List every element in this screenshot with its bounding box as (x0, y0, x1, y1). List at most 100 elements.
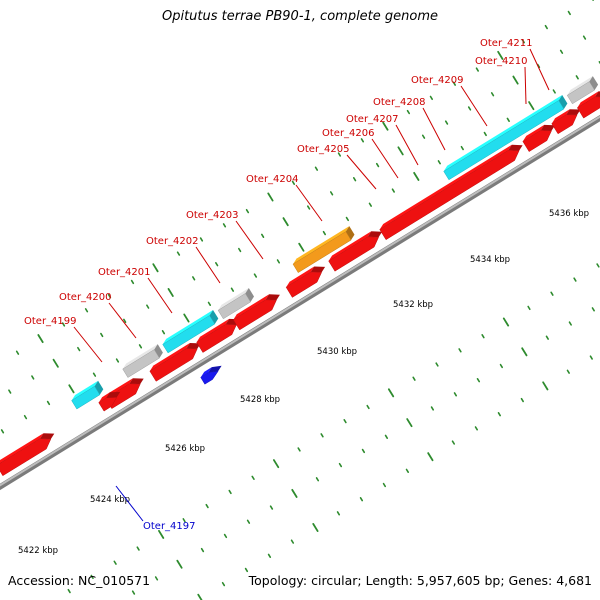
tick-mark (430, 406, 435, 411)
forward-gene-arrow (328, 231, 383, 272)
tick-mark (238, 247, 242, 253)
gene-label: Oter_4210 (475, 56, 528, 67)
gene-block-top (149, 343, 190, 372)
tick-mark (221, 581, 226, 587)
tick-mark (246, 519, 251, 524)
tick-mark (387, 388, 395, 398)
gene-block-side (106, 391, 121, 398)
tick-mark (568, 321, 572, 326)
tick-mark (146, 304, 150, 309)
gene-label-leader (147, 277, 173, 314)
tick-mark (452, 81, 456, 86)
gene-block-side (589, 76, 599, 91)
tick-mark (46, 400, 51, 406)
gene-label-leader (73, 326, 103, 363)
gene-label-leader (108, 302, 137, 339)
genome-backbone-highlight (0, 115, 600, 487)
tick-mark (123, 318, 127, 323)
tick-mark (37, 334, 44, 344)
tick-mark (176, 251, 181, 256)
gene-block-front (232, 299, 277, 331)
forward-gene-arrow (149, 343, 201, 382)
tick-mark (15, 350, 20, 355)
tick-mark (405, 468, 410, 474)
tick-mark (107, 293, 112, 299)
forward-gene-arrow (551, 109, 581, 135)
tick-mark (382, 482, 387, 488)
gene-label: Oter_4202 (146, 236, 199, 247)
tick-mark (444, 120, 449, 125)
tick-mark (521, 347, 528, 357)
scale-label: 5428 kbp (240, 395, 280, 405)
tick-mark (429, 95, 434, 101)
tick-mark (427, 452, 434, 462)
tick-mark (384, 434, 389, 439)
gene-block-side (245, 288, 254, 302)
tick-mark (113, 560, 117, 565)
gene-block-side (310, 266, 326, 273)
forward-gene-arrow (0, 433, 55, 477)
tick-mark (68, 384, 75, 394)
tick-mark (435, 362, 439, 367)
tick-mark (115, 358, 120, 363)
gene-block-front (551, 114, 578, 135)
gene-block-top (0, 433, 44, 464)
gene-block-front (200, 370, 219, 385)
tick-mark (199, 237, 204, 242)
annotated-gene-block (162, 310, 219, 354)
gene-block-side (94, 380, 104, 395)
forward-gene-arrow (379, 144, 523, 241)
tick-mark (451, 440, 456, 445)
forward-gene-arrow (285, 266, 326, 298)
tick-mark (453, 392, 458, 397)
tick-mark (382, 121, 389, 131)
tick-mark (291, 180, 296, 185)
tick-mark (406, 109, 411, 115)
tick-mark (345, 216, 349, 222)
tick-mark (161, 330, 166, 335)
gene-block-side (129, 378, 144, 385)
tick-mark (391, 188, 395, 193)
gene-block-top (379, 144, 512, 230)
forward-gene-arrow (98, 391, 121, 412)
tick-mark (359, 497, 364, 502)
tick-mark (559, 49, 564, 54)
tick-mark (154, 576, 159, 581)
tick-mark (167, 287, 174, 297)
tick-mark (251, 475, 255, 480)
gene-label: Oter_4209 (411, 75, 464, 86)
gene-block-top (522, 124, 545, 142)
gene-block-front (98, 397, 118, 412)
gene-block-top (218, 288, 249, 311)
tick-mark (589, 355, 593, 360)
tick-mark (437, 160, 441, 165)
tick-mark (223, 533, 228, 539)
gene-label-leader (235, 220, 264, 260)
tick-mark (483, 131, 487, 137)
tick-mark (267, 553, 272, 558)
accession-label: Accession: NC_010571 (8, 573, 151, 588)
tick-mark (297, 447, 301, 452)
tick-mark (596, 263, 600, 268)
gene-block-front (576, 96, 600, 119)
tick-mark (481, 334, 485, 339)
tick-mark (375, 162, 380, 168)
tick-mark (131, 590, 136, 595)
annotated-gene-block (122, 344, 163, 378)
tick-mark (502, 317, 510, 327)
gene-block-front (0, 438, 52, 477)
gene-block-top (196, 318, 230, 343)
tick-mark (77, 346, 81, 352)
scale-label: 5426 kbp (165, 444, 205, 454)
tick-mark (176, 559, 183, 569)
gene-block-top (162, 310, 213, 345)
tick-mark (228, 489, 232, 495)
gene-label: Oter_4197 (143, 521, 196, 532)
tick-mark (272, 459, 280, 469)
tick-mark (182, 518, 186, 523)
tick-mark (136, 546, 140, 551)
gene-block-front (217, 293, 251, 320)
tick-mark (253, 273, 258, 278)
tick-mark (205, 503, 209, 509)
